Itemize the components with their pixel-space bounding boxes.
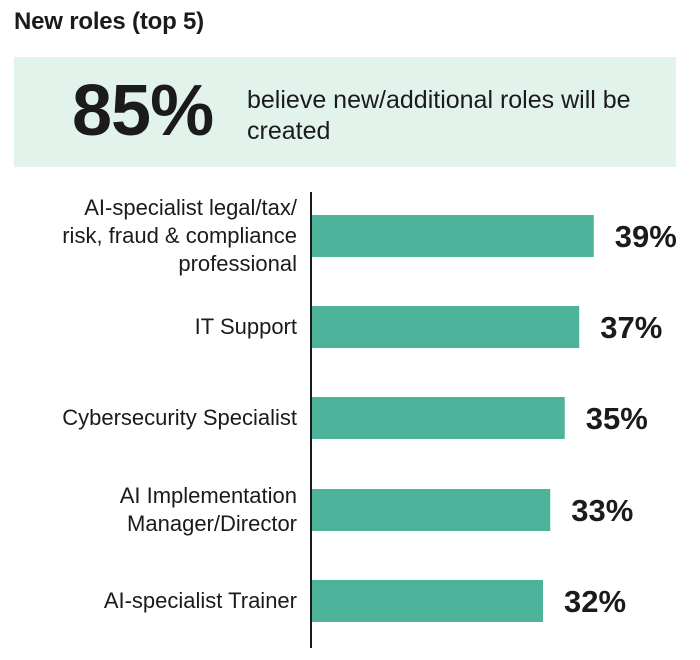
highlight-text: believe new/additional roles will be cre…: [247, 86, 631, 145]
category-label: Cybersecurity Specialist: [62, 405, 297, 430]
category-label: AI-specialist legal/tax/risk, fraud & co…: [62, 195, 298, 276]
value-label: 39%: [615, 219, 677, 254]
highlight-box: 85% believe new/additional roles will be…: [14, 57, 676, 167]
bar: [311, 306, 580, 348]
category-label: IT Support: [195, 314, 297, 339]
value-label: 37%: [600, 310, 662, 345]
value-label: 35%: [586, 401, 648, 436]
chart-title: New roles (top 5): [14, 8, 204, 35]
highlight-value: 85%: [72, 71, 214, 151]
value-label: 33%: [571, 493, 633, 528]
category-label: AI Implementation Manager/Director: [120, 483, 297, 536]
value-label: 32%: [564, 584, 626, 619]
bar: [311, 580, 543, 622]
category-label: AI-specialist Trainer: [104, 588, 297, 613]
bar: [311, 215, 594, 257]
bar: [311, 489, 551, 531]
bar: [311, 397, 565, 439]
